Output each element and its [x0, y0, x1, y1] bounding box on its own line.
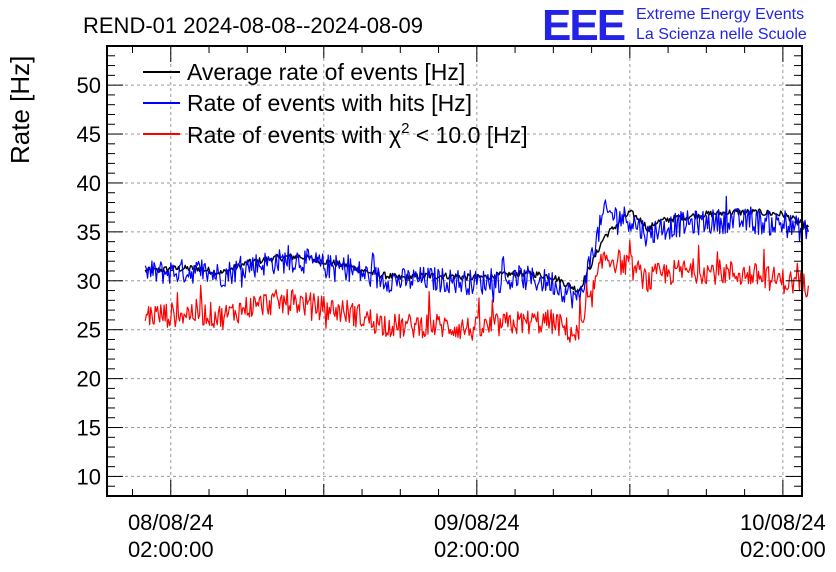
y-axis-label: Rate [Hz]	[5, 56, 35, 164]
logo-line-2: La Scienza nelle Scuole	[636, 26, 807, 43]
series-lines	[144, 195, 809, 343]
y-tick-labels: 10 15 20 25 30 35 40 45 50	[77, 73, 101, 489]
y-tick-label: 15	[77, 416, 101, 441]
series-line-chi2	[144, 239, 809, 343]
y-tick-label: 40	[77, 171, 101, 196]
eee-logo: EEE	[542, 1, 625, 50]
x-tick-time: 02:00:00	[434, 537, 520, 562]
series-line-hits	[144, 195, 809, 309]
legend-label-average: Average rate of events [Hz]	[187, 59, 465, 85]
x-tick-labels: 08/08/2402:00:0009/08/2402:00:0010/08/24…	[128, 510, 826, 562]
y-tick-label: 45	[77, 122, 101, 147]
legend-label-hits: Rate of events with hits [Hz]	[187, 90, 472, 116]
x-tick-date: 08/08/24	[128, 510, 214, 535]
axis-ticks	[107, 45, 802, 497]
y-tick-label: 25	[77, 318, 101, 343]
legend: Average rate of events [Hz] Rate of even…	[143, 59, 528, 148]
x-tick-date: 10/08/24	[740, 510, 826, 535]
y-tick-label: 30	[77, 269, 101, 294]
y-tick-label: 35	[77, 220, 101, 245]
x-tick-date: 09/08/24	[434, 510, 520, 535]
x-tick-time: 02:00:00	[128, 537, 214, 562]
y-tick-label: 10	[77, 464, 101, 489]
y-tick-label: 20	[77, 367, 101, 392]
chart-title: REND-01 2024-08-08--2024-08-09	[83, 13, 423, 38]
x-tick-time: 02:00:00	[740, 537, 826, 562]
y-tick-label: 50	[77, 73, 101, 98]
legend-label-chi2: Rate of events with χ2 < 10.0 [Hz]	[187, 120, 528, 148]
logo-line-1: Extreme Energy Events	[636, 6, 804, 23]
